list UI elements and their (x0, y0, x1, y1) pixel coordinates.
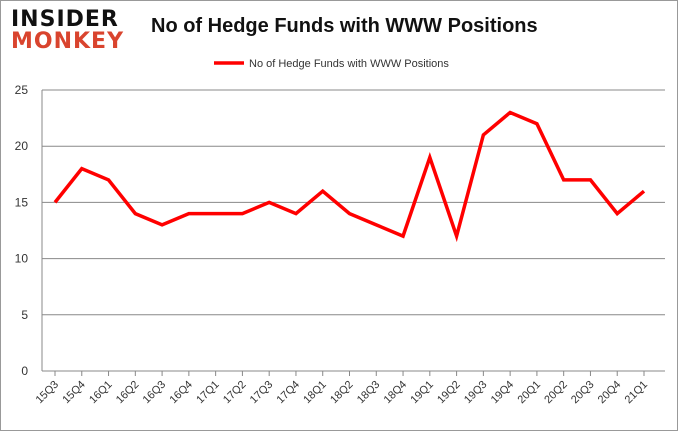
x-tick-label: 19Q2 (435, 379, 463, 407)
x-tick-label: 19Q1 (408, 379, 436, 407)
legend-label: No of Hedge Funds with WWW Positions (249, 58, 449, 70)
x-tick-label: 15Q3 (34, 379, 62, 407)
x-tick-label: 16Q4 (167, 379, 195, 407)
y-tick-label: 10 (15, 252, 29, 266)
x-tick-label: 20Q4 (596, 379, 624, 407)
x-tick-label: 18Q1 (301, 379, 329, 407)
x-tick-label: 15Q4 (60, 379, 88, 407)
x-tick-label: 16Q1 (87, 379, 115, 407)
x-tick-label: 20Q2 (542, 379, 570, 407)
y-tick-label: 15 (15, 195, 29, 209)
x-tick-label: 20Q3 (569, 379, 597, 407)
x-tick-label: 16Q3 (141, 379, 169, 407)
x-tick-label: 17Q1 (194, 379, 222, 407)
x-tick-label: 21Q1 (623, 379, 651, 407)
x-tick-label: 16Q2 (114, 379, 142, 407)
chart-title: No of Hedge Funds with WWW Positions (151, 15, 538, 37)
x-tick-label: 19Q3 (462, 379, 490, 407)
y-tick-label: 25 (15, 83, 29, 97)
x-tick-label: 17Q3 (248, 379, 276, 407)
x-tick-label: 18Q2 (328, 379, 356, 407)
x-tick-label: 17Q2 (221, 379, 249, 407)
logo-line1: INSIDER (11, 7, 119, 32)
x-tick-label: 17Q4 (275, 379, 303, 407)
x-tick-label: 20Q1 (516, 379, 544, 407)
logo-line2: MONKEY (11, 29, 125, 54)
x-tick-label: 18Q4 (382, 379, 410, 407)
y-tick-label: 0 (21, 364, 28, 378)
y-tick-label: 20 (15, 139, 29, 153)
series-line (53, 110, 646, 243)
x-tick-label: 18Q3 (355, 379, 383, 407)
x-tick-label: 19Q4 (489, 379, 517, 407)
insider-monkey-logo: INSIDER MONKEY (11, 9, 124, 53)
y-tick-label: 5 (21, 308, 28, 322)
